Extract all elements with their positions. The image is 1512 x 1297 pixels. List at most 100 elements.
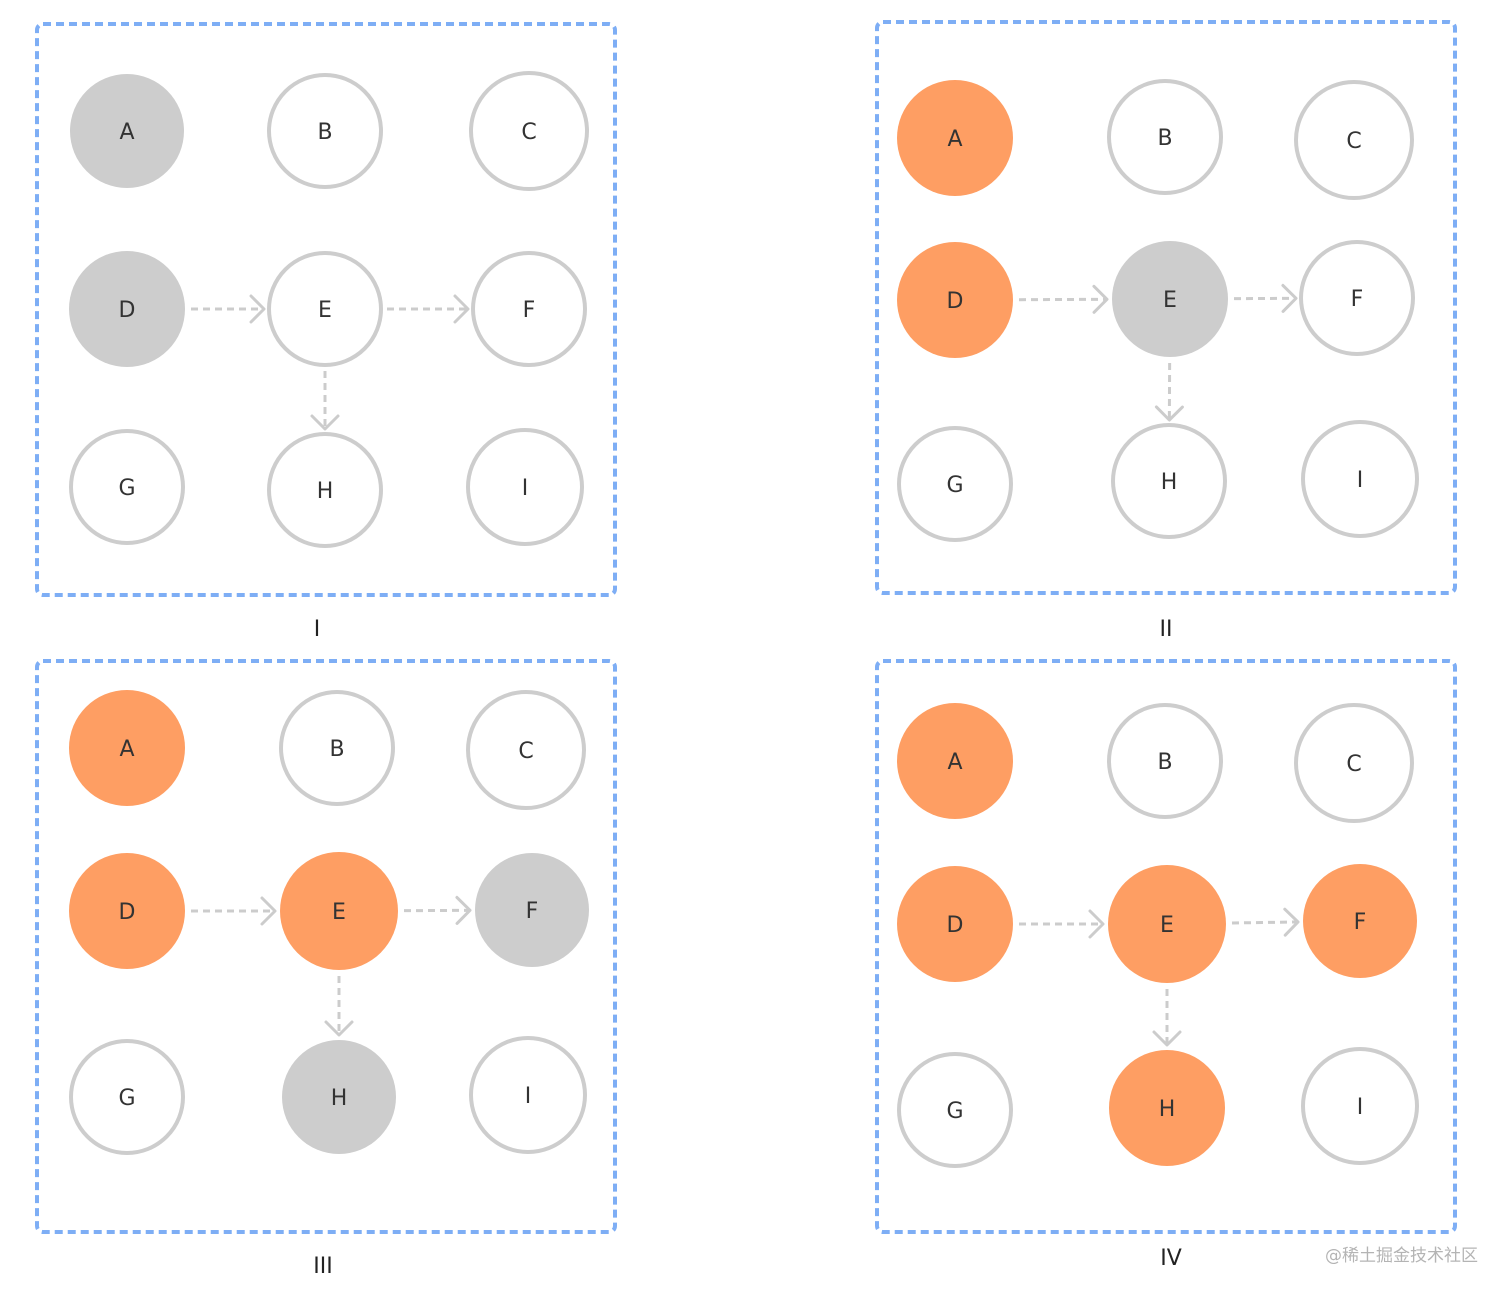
node-label: G — [946, 1099, 963, 1124]
node-c: C — [469, 71, 589, 191]
edge-line — [1231, 920, 1297, 925]
arrow-head-icon — [260, 896, 277, 926]
node-g: G — [69, 1039, 185, 1155]
panel-caption: II — [1160, 617, 1173, 642]
node-e: E — [1108, 865, 1226, 983]
node-d: D — [69, 853, 185, 969]
node-circle — [466, 428, 584, 546]
arrow-head-icon — [249, 294, 266, 324]
node-circle — [69, 251, 185, 367]
node-label: F — [1351, 287, 1364, 312]
panel-caption: III — [313, 1254, 332, 1279]
node-circle — [280, 852, 398, 970]
node-circle — [897, 1052, 1013, 1168]
node-label: H — [317, 479, 334, 504]
edge-e-h — [324, 976, 354, 1037]
node-circle — [282, 1040, 396, 1154]
edge-d-e — [1019, 909, 1105, 939]
node-circle — [897, 426, 1013, 542]
node-circle — [267, 73, 383, 189]
node-circle — [279, 690, 395, 806]
node-label: F — [1354, 910, 1367, 935]
arrow-head-icon — [1092, 284, 1109, 314]
node-label: E — [1163, 288, 1177, 313]
node-i: I — [1301, 420, 1419, 538]
node-label: E — [318, 298, 332, 323]
node-label: F — [523, 298, 536, 323]
arrow-head-icon — [455, 895, 472, 925]
node-label: D — [119, 298, 136, 323]
node-c: C — [1294, 703, 1414, 823]
node-d: D — [897, 242, 1013, 358]
arrow-head-icon — [1152, 1030, 1182, 1047]
node-label: G — [946, 473, 963, 498]
node-circle — [267, 432, 383, 548]
node-label: D — [947, 289, 964, 314]
node-f: F — [471, 251, 587, 367]
node-a: A — [69, 690, 185, 806]
node-circle — [469, 1036, 587, 1154]
node-label: A — [119, 737, 134, 762]
arrow-head-icon — [453, 294, 470, 324]
node-a: A — [70, 74, 184, 188]
node-label: G — [118, 1086, 135, 1111]
node-label: A — [119, 120, 134, 145]
edge-e-f — [403, 895, 472, 925]
node-c: C — [466, 690, 586, 810]
node-h: H — [1109, 1050, 1225, 1166]
panel-4: A B C D E F G H I IV — [875, 659, 1457, 1271]
arrow-head-icon — [310, 414, 340, 431]
node-label: A — [947, 127, 962, 152]
node-label: E — [332, 900, 346, 925]
node-f: F — [1303, 864, 1417, 978]
node-circle — [471, 251, 587, 367]
node-circle — [70, 74, 184, 188]
arrow-head-icon — [1088, 909, 1105, 939]
node-circle — [69, 853, 185, 969]
node-label: D — [947, 913, 964, 938]
node-g: G — [897, 1052, 1013, 1168]
panel-caption: I — [314, 617, 321, 642]
node-b: B — [1107, 79, 1223, 195]
node-circle — [69, 429, 185, 545]
node-label: C — [1346, 129, 1361, 154]
node-circle — [1301, 1047, 1419, 1165]
node-circle — [1303, 864, 1417, 978]
node-d: D — [69, 251, 185, 367]
node-b: B — [1107, 703, 1223, 819]
node-circle — [1109, 1050, 1225, 1166]
panel-caption: IV — [1160, 1246, 1182, 1271]
edge-d-e — [1018, 284, 1109, 314]
node-circle — [475, 853, 589, 967]
edge-e-h — [310, 371, 340, 431]
node-e: E — [1112, 241, 1228, 357]
node-label: B — [317, 120, 332, 145]
node-label: B — [329, 737, 344, 762]
node-f: F — [1299, 240, 1415, 356]
edge-e-f — [387, 294, 470, 324]
edge-e-h — [1154, 362, 1184, 422]
node-circle — [267, 251, 383, 367]
node-circle — [1107, 703, 1223, 819]
node-circle — [469, 71, 589, 191]
node-h: H — [282, 1040, 396, 1154]
node-circle — [1294, 80, 1414, 200]
node-label: H — [1161, 470, 1178, 495]
node-circle — [897, 703, 1013, 819]
node-label: H — [331, 1086, 348, 1111]
node-e: E — [267, 251, 383, 367]
node-label: F — [526, 899, 539, 924]
node-label: C — [1346, 752, 1361, 777]
node-label: I — [525, 1084, 532, 1109]
node-circle — [1112, 241, 1228, 357]
node-b: B — [267, 73, 383, 189]
node-label: I — [1357, 468, 1364, 493]
node-circle — [1301, 420, 1419, 538]
watermark-text: @稀土掘金技术社区 — [1325, 1246, 1478, 1266]
node-label: C — [521, 120, 536, 145]
node-label: I — [1357, 1095, 1364, 1120]
edge-e-f — [1233, 283, 1298, 313]
node-circle — [897, 80, 1013, 196]
